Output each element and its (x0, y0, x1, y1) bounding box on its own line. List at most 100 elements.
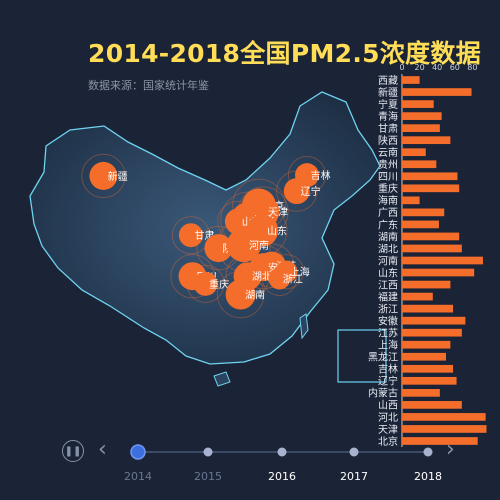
pause-button[interactable]: ❚❚ (62, 440, 84, 462)
map-point-label: 天津 (268, 207, 288, 219)
category-label: 黑龙江 (368, 351, 398, 364)
bar[interactable] (402, 352, 446, 361)
bar[interactable] (402, 340, 451, 349)
timeline-year-label[interactable]: 2014 (124, 470, 152, 483)
china-map-shape (29, 91, 381, 365)
category-label: 西藏 (378, 75, 398, 87)
category-label: 宁夏 (378, 98, 398, 111)
bar[interactable] (402, 437, 478, 445)
category-label: 山东 (378, 266, 398, 279)
category-label: 湖北 (378, 243, 398, 255)
bar[interactable] (402, 389, 440, 397)
x-tick-label: 60 (450, 63, 460, 72)
chevron-left-icon: ‹ (98, 437, 107, 462)
map-point-label: 湖南 (245, 288, 265, 301)
category-label: 上海 (378, 339, 398, 352)
map-point-label: 辽宁 (301, 185, 321, 198)
map-point[interactable] (204, 234, 233, 263)
category-label: 江苏 (378, 327, 398, 340)
category-label: 江西 (378, 279, 398, 291)
category-label: 内蒙古 (368, 387, 398, 400)
category-label: 新疆 (378, 86, 398, 99)
bar[interactable] (402, 148, 426, 157)
bar[interactable] (402, 184, 460, 193)
category-label: 陕西 (378, 134, 398, 147)
category-label: 四川 (378, 172, 398, 183)
bar[interactable] (402, 244, 462, 253)
bar[interactable] (402, 413, 486, 421)
south-china-sea-inset (337, 329, 387, 383)
bar[interactable] (402, 268, 475, 277)
bar[interactable] (402, 292, 433, 301)
map-point-label: 河南 (249, 239, 269, 252)
category-label: 安徽 (378, 315, 398, 328)
map-point[interactable] (178, 223, 203, 248)
bar[interactable] (402, 76, 420, 84)
chart-subtitle: 数据来源：国家统计年鉴 (88, 79, 209, 92)
bar[interactable] (402, 376, 457, 385)
map-point[interactable] (89, 161, 118, 190)
category-label: 重庆 (378, 182, 398, 195)
map-point[interactable] (224, 208, 251, 235)
category-label: 辽宁 (378, 375, 398, 388)
timeline-point[interactable] (277, 447, 287, 457)
x-tick-label: 0 (399, 63, 404, 72)
pause-icon: ❚❚ (64, 445, 82, 457)
map-point-ring (171, 216, 211, 255)
bar[interactable] (402, 172, 458, 181)
category-label: 浙江 (378, 303, 398, 315)
timeline-year-label[interactable]: 2017 (340, 470, 368, 483)
timeline-point[interactable] (203, 447, 213, 457)
category-label: 广东 (378, 218, 398, 231)
bar[interactable] (402, 160, 437, 169)
category-label: 云南 (378, 146, 398, 159)
map-point[interactable] (225, 279, 256, 310)
category-label: 海南 (378, 194, 398, 207)
next-button[interactable]: › (446, 438, 455, 462)
bar[interactable] (402, 364, 454, 373)
timeline-point[interactable] (423, 447, 433, 457)
timeline-year-label[interactable]: 2018 (414, 470, 442, 483)
bar[interactable] (402, 124, 440, 132)
chart-title: 2014-2018全国PM2.5浓度数据 (88, 39, 482, 68)
map-point-ring (216, 270, 265, 319)
category-label: 北京 (378, 435, 398, 448)
bar[interactable] (402, 328, 462, 337)
bar[interactable] (402, 316, 466, 325)
bar[interactable] (402, 136, 451, 145)
map-point[interactable] (193, 271, 218, 296)
bar[interactable] (402, 425, 487, 433)
map-point-label: 重庆 (209, 278, 229, 291)
map-point-ring (81, 153, 126, 199)
timeline-point[interactable] (130, 444, 146, 460)
map-point[interactable] (226, 228, 261, 263)
bar[interactable] (402, 88, 472, 96)
map-point-label: 湖北 (252, 271, 272, 283)
category-label: 广西 (378, 207, 398, 219)
map-point-label: 吉林 (311, 169, 331, 182)
map-point[interactable] (268, 267, 291, 290)
bar[interactable] (402, 232, 460, 241)
category-label: 山西 (378, 400, 398, 412)
timeline-year-label[interactable]: 2016 (268, 470, 296, 483)
x-tick-label: 80 (467, 63, 477, 72)
timeline-year-label[interactable]: 2015 (194, 470, 222, 483)
bar[interactable] (402, 196, 420, 205)
bar[interactable] (402, 220, 439, 229)
map-point[interactable] (283, 178, 310, 205)
category-label: 贵州 (378, 158, 398, 171)
bar[interactable] (402, 208, 445, 217)
bar[interactable] (402, 100, 434, 108)
previous-button[interactable]: ‹ (98, 438, 107, 462)
bar[interactable] (402, 280, 451, 289)
map-point-ring (186, 264, 225, 303)
bar[interactable] (402, 304, 454, 313)
bar[interactable] (402, 401, 462, 409)
map-point-ring (276, 170, 318, 212)
bar[interactable] (402, 256, 483, 265)
timeline-point[interactable] (349, 447, 359, 457)
map-point-label: 浙江 (283, 274, 303, 286)
bar[interactable] (402, 112, 442, 120)
taiwan-shape (299, 313, 309, 340)
